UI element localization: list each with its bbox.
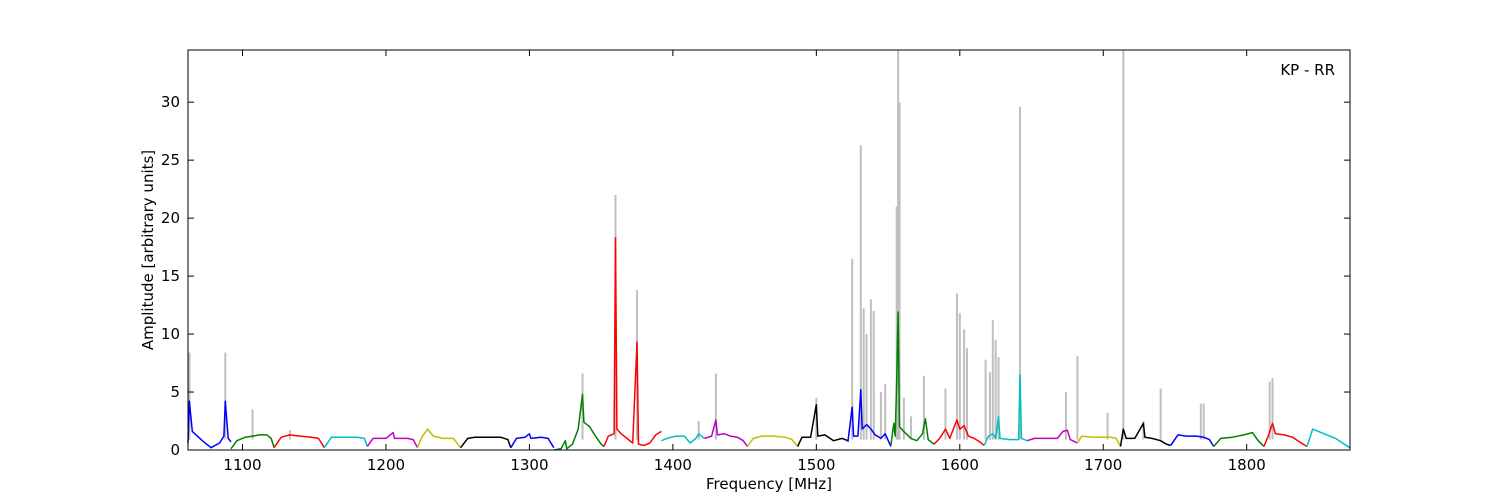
x-axis-ticks: 1100 1200 1300 1400 1500 1600 1700 1800 xyxy=(223,50,1266,474)
y-tick-label: 25 xyxy=(161,151,180,169)
y-tick-label: 30 xyxy=(161,93,180,111)
band-series-17 xyxy=(983,373,1028,446)
band-series-15 xyxy=(890,311,935,446)
x-tick-label: 1400 xyxy=(654,456,692,474)
x-tick-label: 1600 xyxy=(941,456,979,474)
band-series-10 xyxy=(661,433,705,444)
band-series-6 xyxy=(460,436,512,449)
band-series-14 xyxy=(847,388,892,447)
band-series-8 xyxy=(553,393,605,451)
band-series-3 xyxy=(323,436,369,449)
band-series-23 xyxy=(1263,422,1308,448)
y-tick-label: 10 xyxy=(161,325,180,343)
band-series-7 xyxy=(510,433,555,449)
band-series-5 xyxy=(416,428,462,449)
band-series-21 xyxy=(1170,434,1215,447)
y-tick-label: 0 xyxy=(170,441,180,459)
axes-frame xyxy=(187,49,1351,451)
band-series-11 xyxy=(704,419,749,447)
band-series-1 xyxy=(230,434,275,450)
band-series-9 xyxy=(603,237,662,447)
band-series-13 xyxy=(797,404,849,447)
x-tick-label: 1700 xyxy=(1084,456,1122,474)
x-tick-label: 1100 xyxy=(223,456,261,474)
band-series-12 xyxy=(746,435,799,447)
band-series-4 xyxy=(366,431,419,449)
x-tick-label: 1500 xyxy=(797,456,835,474)
baseline-annotation: KP - RR xyxy=(1280,61,1335,79)
band-series-layer xyxy=(187,237,1351,451)
x-tick-label: 1800 xyxy=(1228,456,1266,474)
x-axis-label: Frequency [MHz] xyxy=(706,475,832,493)
plot-area xyxy=(187,50,1351,451)
y-tick-label: 20 xyxy=(161,209,180,227)
band-series-16 xyxy=(933,419,985,446)
y-axis-label: Amplitude [arbitrary units] xyxy=(139,150,157,350)
band-series-2 xyxy=(273,434,325,449)
band-series-22 xyxy=(1213,431,1265,448)
band-series-24 xyxy=(1306,428,1351,449)
band-series-19 xyxy=(1076,435,1122,447)
band-series-18 xyxy=(1026,429,1078,444)
x-tick-label: 1200 xyxy=(367,456,405,474)
y-axis-ticks: 0 5 10 15 20 25 30 xyxy=(161,93,1350,459)
y-tick-label: 15 xyxy=(161,267,180,285)
y-tick-label: 5 xyxy=(170,383,180,401)
band-series-0 xyxy=(187,400,232,449)
x-tick-label: 1300 xyxy=(510,456,548,474)
band-series-20 xyxy=(1119,422,1171,447)
